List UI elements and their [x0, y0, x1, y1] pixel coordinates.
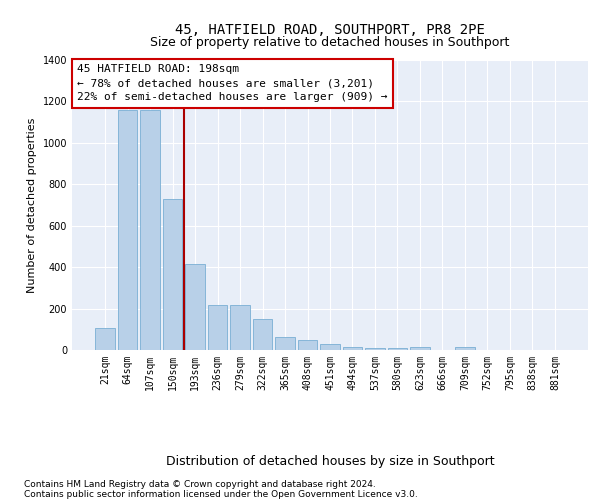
Text: 45 HATFIELD ROAD: 198sqm
← 78% of detached houses are smaller (3,201)
22% of sem: 45 HATFIELD ROAD: 198sqm ← 78% of detach…	[77, 64, 388, 102]
Bar	[343, 347, 362, 350]
Bar	[275, 336, 295, 350]
Bar	[185, 264, 205, 350]
Text: 45, HATFIELD ROAD, SOUTHPORT, PR8 2PE: 45, HATFIELD ROAD, SOUTHPORT, PR8 2PE	[175, 22, 485, 36]
Bar	[95, 328, 115, 350]
Bar	[208, 306, 227, 350]
Bar	[253, 319, 272, 350]
Bar	[320, 344, 340, 350]
Text: Contains public sector information licensed under the Open Government Licence v3: Contains public sector information licen…	[24, 490, 418, 499]
Text: Distribution of detached houses by size in Southport: Distribution of detached houses by size …	[166, 454, 494, 468]
Text: Contains HM Land Registry data © Crown copyright and database right 2024.: Contains HM Land Registry data © Crown c…	[24, 480, 376, 489]
Bar	[365, 348, 385, 350]
Bar	[163, 199, 182, 350]
Text: Size of property relative to detached houses in Southport: Size of property relative to detached ho…	[151, 36, 509, 49]
Bar	[140, 110, 160, 350]
Bar	[298, 340, 317, 350]
Bar	[118, 110, 137, 350]
Bar	[455, 347, 475, 350]
Bar	[230, 306, 250, 350]
Y-axis label: Number of detached properties: Number of detached properties	[27, 118, 37, 292]
Bar	[388, 348, 407, 350]
Bar	[410, 347, 430, 350]
